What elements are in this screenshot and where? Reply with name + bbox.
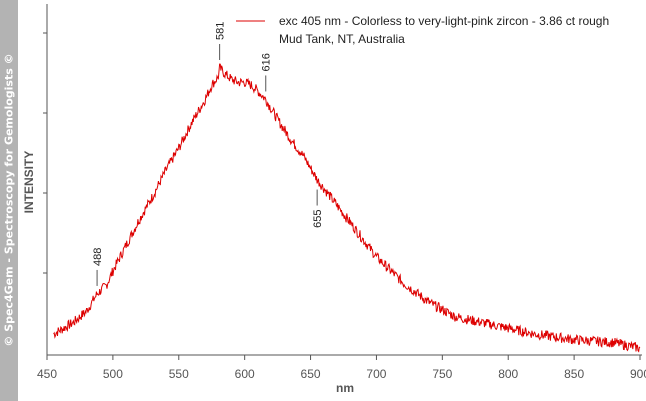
x-tick-label-650: 650 [301,367,321,381]
peak-label-655: 655 [312,210,324,228]
x-tick-label-500: 500 [103,367,123,381]
x-tick-label-850: 850 [564,367,584,381]
x-tick-label-450: 450 [37,367,57,381]
legend-line-2: Mud Tank, NT, Australia [279,32,405,46]
peak-label-616: 616 [261,53,273,71]
x-tick-label-600: 600 [235,367,255,381]
x-axis-title: nm [336,381,354,395]
legend: exc 405 nm - Colorless to very-light-pin… [236,14,609,46]
peak-label-581: 581 [215,22,227,40]
x-tick-label-550: 550 [169,367,189,381]
x-tick-label-800: 800 [498,367,518,381]
peak-label-488: 488 [92,248,104,266]
x-ticks: 450 500 550 600 650 700 750 800 850 900 [37,355,646,381]
x-tick-label-750: 750 [432,367,452,381]
x-tick-label-700: 700 [366,367,386,381]
axes [43,4,642,356]
watermark-sidebar: © Spec4Gem - Spectroscopy for Gemologist… [0,0,18,401]
series-group [53,63,641,353]
legend-line-1: exc 405 nm - Colorless to very-light-pin… [279,14,609,28]
series-line-0 [53,63,641,353]
x-tick-label-900: 900 [630,367,646,381]
y-axis-title: INTENSITY [22,151,36,214]
peak-annotations: 488 581 616 655 [92,22,324,286]
